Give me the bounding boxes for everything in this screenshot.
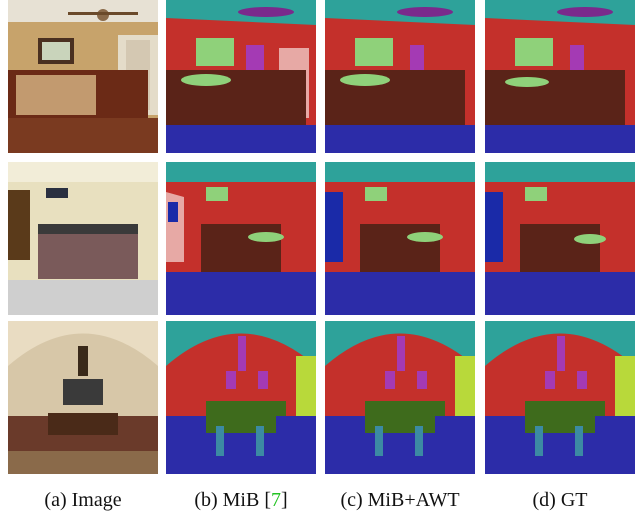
row3-mib	[166, 321, 316, 474]
caption-gt: (d) GT	[532, 489, 588, 511]
reference-link[interactable]: 7	[271, 489, 281, 511]
caption-mib-awt: (c) MiB+AWT	[340, 489, 460, 511]
row1-mib-awt	[325, 0, 475, 153]
row3-gt	[485, 321, 635, 474]
row2-gt	[485, 162, 635, 315]
caption-mib: (b) MiB [7]	[194, 489, 288, 511]
row1-mib	[166, 0, 316, 153]
row2-mib-awt	[325, 162, 475, 315]
row3-image	[8, 321, 158, 474]
figure-grid	[8, 0, 635, 474]
row2-image	[8, 162, 158, 315]
row1-gt	[485, 0, 635, 153]
row1-image	[8, 0, 158, 153]
row3-mib-awt	[325, 321, 475, 474]
caption-image: (a) Image	[44, 489, 122, 511]
row2-mib	[166, 162, 316, 315]
